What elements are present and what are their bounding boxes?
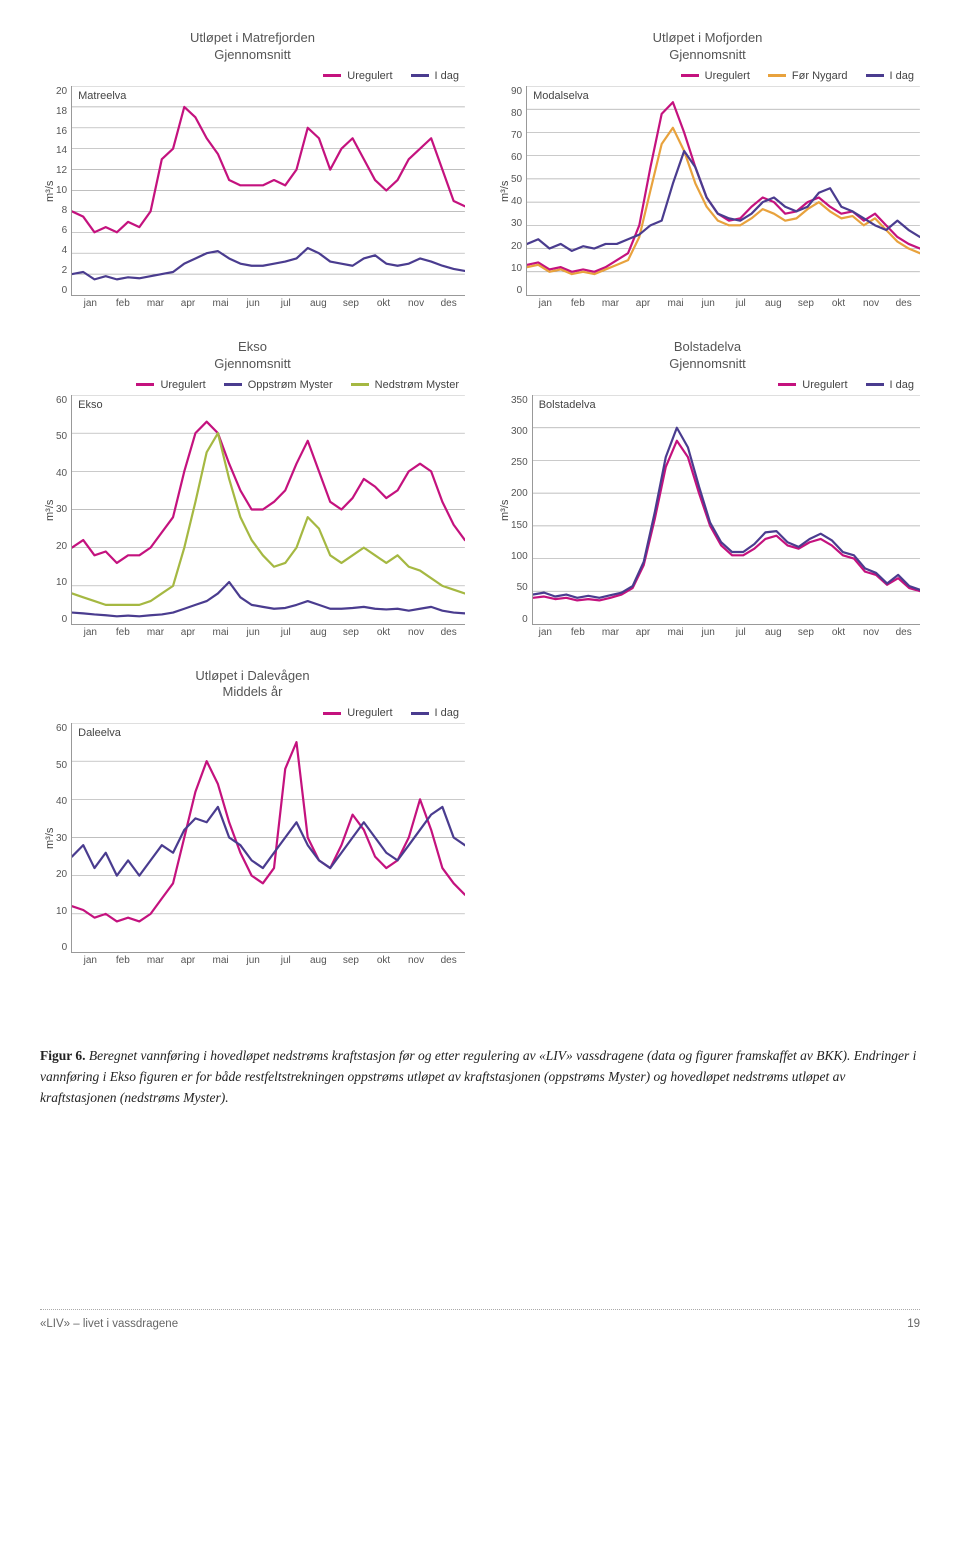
footer-page-number: 19: [907, 1318, 920, 1330]
legend-label: I dag: [890, 70, 914, 82]
chart-legend: Uregulert I dag: [40, 707, 465, 719]
chart-legend: Uregulert I dag: [495, 379, 920, 391]
y-ticks: 6050403020100: [56, 723, 71, 953]
y-axis-label: m³/s: [495, 395, 511, 625]
plot-area: Matreelva: [71, 86, 465, 296]
series-label: Ekso: [78, 399, 102, 411]
y-ticks: 350300250200150100500: [511, 395, 532, 625]
chart-legend: Uregulert I dag: [40, 70, 465, 82]
legend-swatch: [136, 383, 154, 386]
chart-ekso: EksoGjennomsnitt Uregulert Oppstrøm Myster…: [40, 339, 465, 638]
x-ticks: janfebmaraprmaijunjulaugsepoktnovdes: [529, 296, 920, 309]
chart-title: Utløpet i DalevågenMiddels år: [40, 668, 465, 702]
x-ticks: janfebmaraprmaijunjulaugsepoktnovdes: [74, 296, 465, 309]
chart-mo: Utløpet i MofjordenGjennomsnitt Uregulert…: [495, 30, 920, 309]
legend-swatch: [681, 74, 699, 77]
series-label: Matreelva: [78, 90, 126, 102]
x-ticks: janfebmaraprmaijunjulaugsepoktnovdes: [74, 953, 465, 966]
figure-caption: Figur 6. Beregnet vannføring i hovedløpe…: [40, 1046, 920, 1109]
chart-bolstad: BolstadelvaGjennomsnitt Uregulert I dag m³/…: [495, 339, 920, 638]
y-ticks: 6050403020100: [56, 395, 71, 625]
x-ticks: janfebmaraprmaijunjulaugsepoktnovdes: [529, 625, 920, 638]
legend-swatch: [866, 74, 884, 77]
x-ticks: janfebmaraprmaijunjulaugsepoktnovdes: [74, 625, 465, 638]
chart-dale: Utløpet i DalevågenMiddels år Uregulert I …: [40, 668, 465, 967]
legend-label: Før Nygard: [792, 70, 848, 82]
plot-area: Bolstadelva: [532, 395, 920, 625]
plot-area: Ekso: [71, 395, 465, 625]
chart-title: EksoGjennomsnitt: [40, 339, 465, 373]
legend-swatch: [768, 74, 786, 77]
page-footer: «LIV» – livet i vassdragene 19: [40, 1309, 920, 1330]
legend-item: Uregulert: [778, 379, 847, 391]
legend-swatch: [323, 712, 341, 715]
footer-left: «LIV» – livet i vassdragene: [40, 1318, 178, 1330]
legend-item: Nedstrøm Myster: [351, 379, 459, 391]
legend-item: I dag: [411, 707, 459, 719]
plot-area: Modalselva: [526, 86, 920, 296]
legend-item: I dag: [411, 70, 459, 82]
legend-item: Uregulert: [681, 70, 750, 82]
legend-label: Uregulert: [347, 70, 392, 82]
legend-label: Uregulert: [347, 707, 392, 719]
legend-label: Nedstrøm Myster: [375, 379, 459, 391]
series-label: Modalselva: [533, 90, 589, 102]
legend-label: Oppstrøm Myster: [248, 379, 333, 391]
series-label: Daleelva: [78, 727, 121, 739]
legend-label: Uregulert: [802, 379, 847, 391]
legend-label: I dag: [435, 707, 459, 719]
legend-item: Oppstrøm Myster: [224, 379, 333, 391]
y-ticks: 20181614121086420: [56, 86, 71, 296]
legend-swatch: [866, 383, 884, 386]
legend-item: Uregulert: [323, 70, 392, 82]
legend-swatch: [411, 712, 429, 715]
legend-swatch: [351, 383, 369, 386]
legend-swatch: [323, 74, 341, 77]
y-axis-label: m³/s: [40, 86, 56, 296]
chart-title: BolstadelvaGjennomsnitt: [495, 339, 920, 373]
legend-item: Uregulert: [323, 707, 392, 719]
legend-item: Uregulert: [136, 379, 205, 391]
series-label: Bolstadelva: [539, 399, 596, 411]
chart-legend: Uregulert Oppstrøm Myster Nedstrøm Myster: [40, 379, 465, 391]
y-axis-label: m³/s: [40, 395, 56, 625]
legend-swatch: [224, 383, 242, 386]
legend-item: I dag: [866, 70, 914, 82]
legend-swatch: [411, 74, 429, 77]
legend-label: Uregulert: [705, 70, 750, 82]
chart-legend: Uregulert Før Nygard I dag: [495, 70, 920, 82]
chart-matre: Utløpet i MatrefjordenGjennomsnitt Uregul…: [40, 30, 465, 309]
legend-label: Uregulert: [160, 379, 205, 391]
legend-item: Før Nygard: [768, 70, 848, 82]
legend-label: I dag: [435, 70, 459, 82]
chart-title: Utløpet i MatrefjordenGjennomsnitt: [40, 30, 465, 64]
y-axis-label: m³/s: [495, 86, 511, 296]
y-axis-label: m³/s: [40, 723, 56, 953]
chart-title: Utløpet i MofjordenGjennomsnitt: [495, 30, 920, 64]
legend-label: I dag: [890, 379, 914, 391]
plot-area: Daleelva: [71, 723, 465, 953]
y-ticks: 9080706050403020100: [511, 86, 526, 296]
figure-caption-text: Beregnet vannføring i hovedløpet nedstrø…: [40, 1048, 916, 1105]
legend-swatch: [778, 383, 796, 386]
figure-label: Figur 6.: [40, 1048, 86, 1063]
legend-item: I dag: [866, 379, 914, 391]
